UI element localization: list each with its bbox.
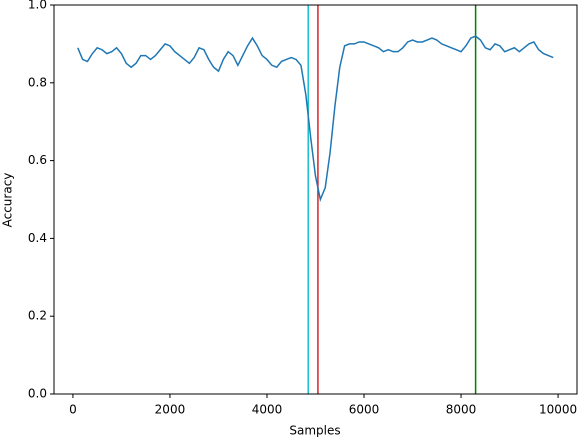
y-tick-label: 0.8 <box>28 75 47 89</box>
x-tick-label: 4000 <box>252 403 283 417</box>
plot-frame <box>53 4 578 395</box>
y-axis-label: Accuracy <box>1 173 15 228</box>
line-series <box>77 35 554 203</box>
y-tick-label: 1.0 <box>28 0 47 12</box>
y-tick-label: 0.4 <box>28 231 47 245</box>
x-tick-label: 2000 <box>155 403 186 417</box>
y-tick-label: 0.6 <box>28 153 47 167</box>
y-tick-label: 0.2 <box>28 309 47 323</box>
x-tick-label: 6000 <box>349 403 380 417</box>
x-tick-label: 0 <box>69 403 77 417</box>
x-axis-label: Samples <box>289 424 340 438</box>
x-tick-label: 10000 <box>539 403 577 417</box>
x-tick-label: 8000 <box>446 403 477 417</box>
y-tick-label: 0.0 <box>28 387 47 401</box>
